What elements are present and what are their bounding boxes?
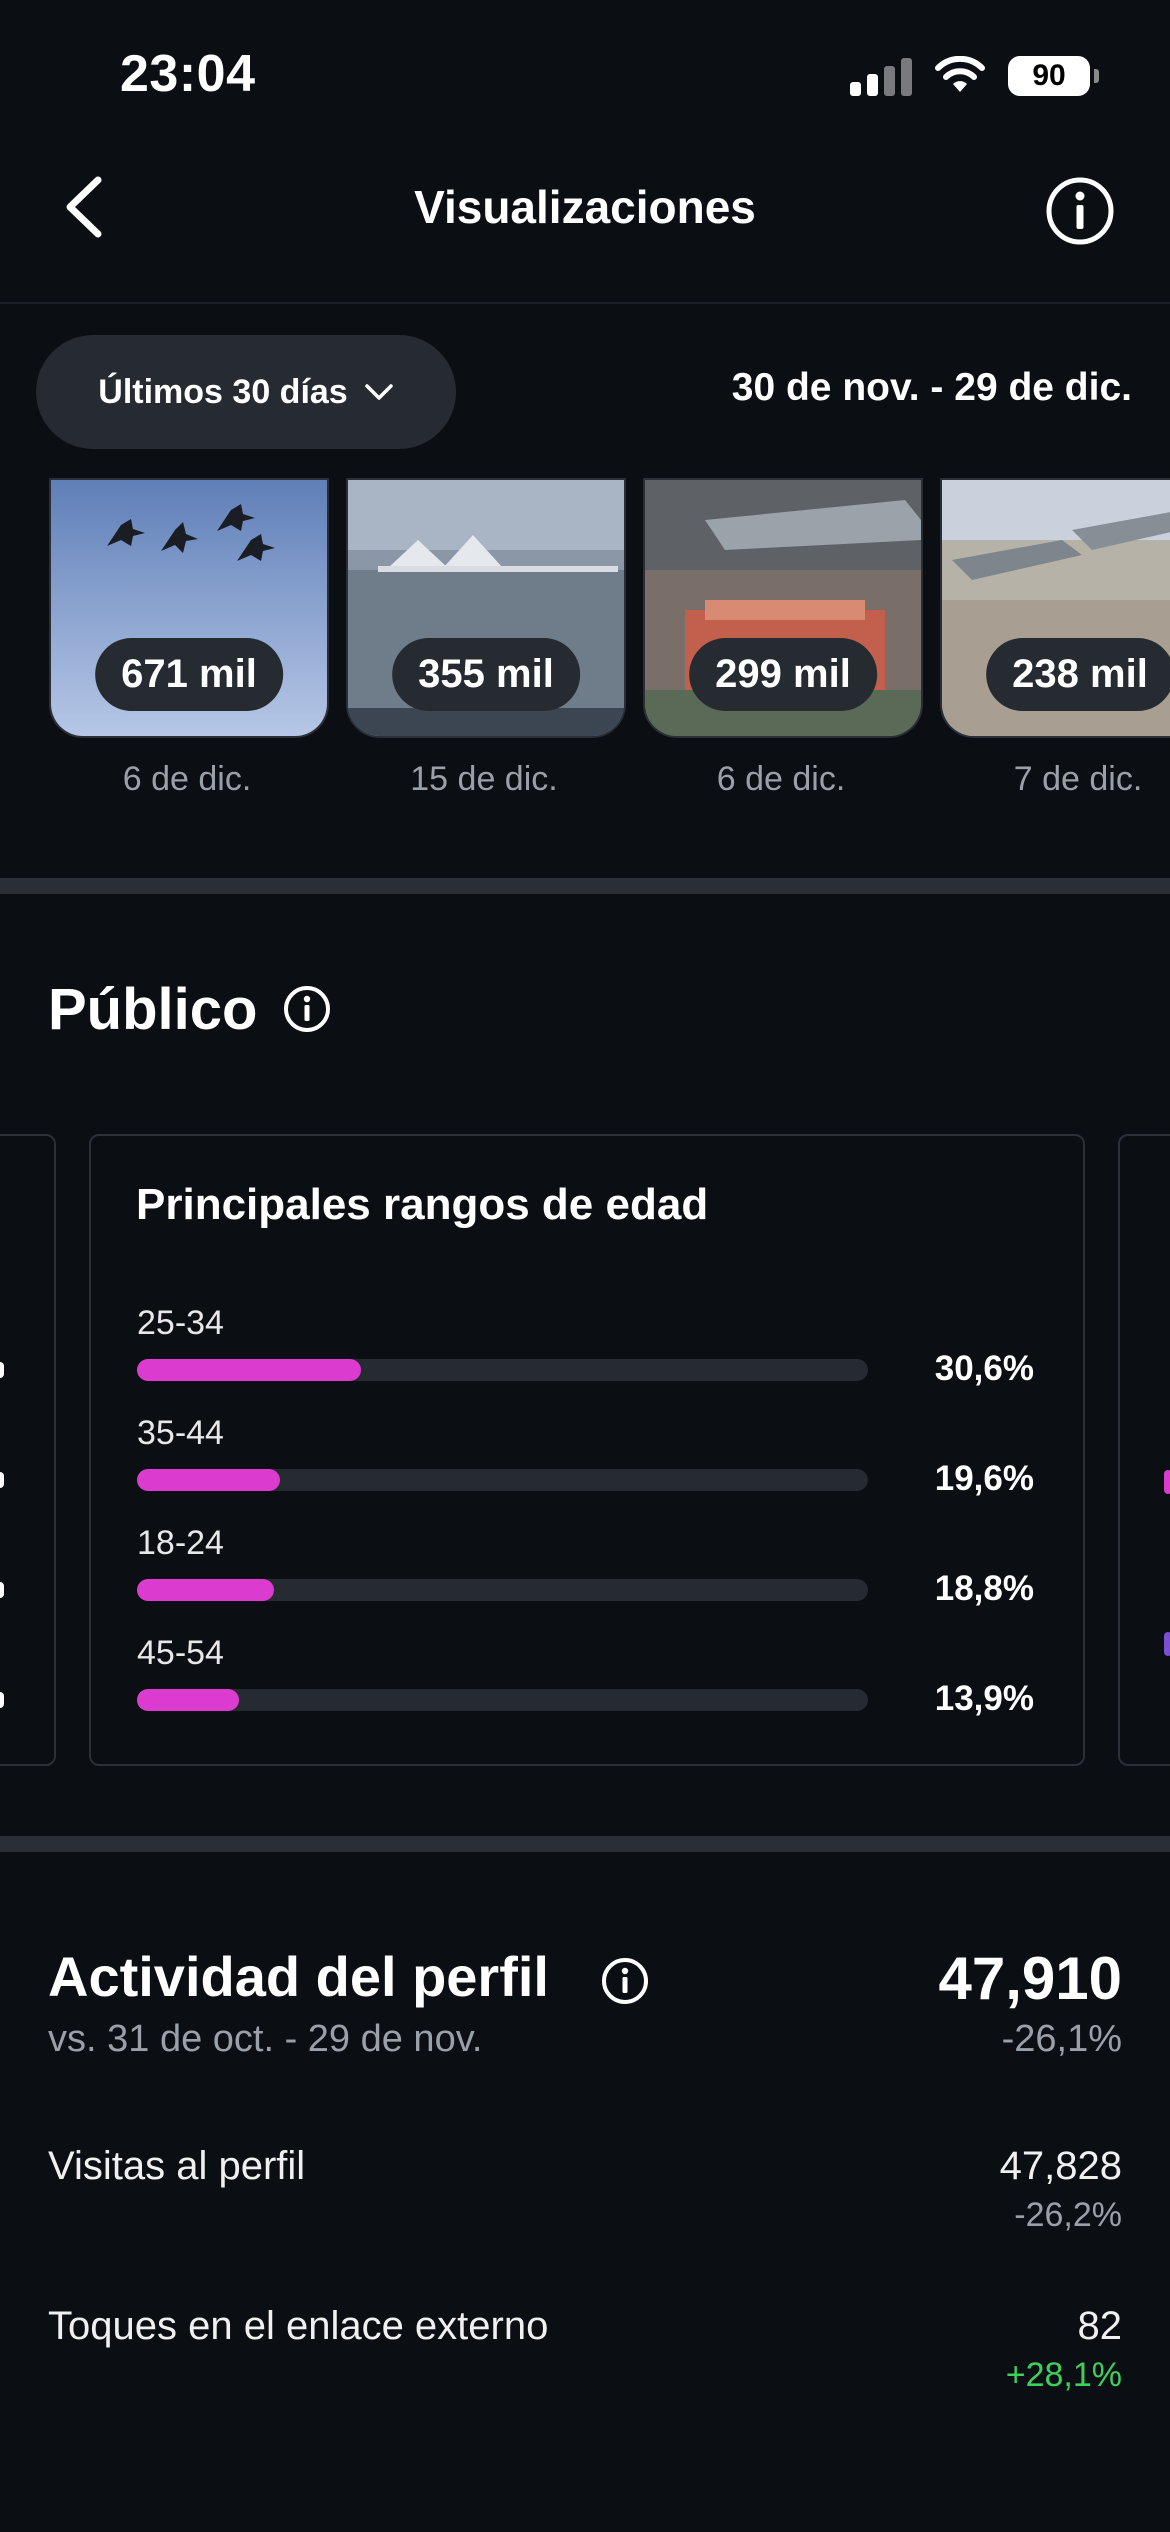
bar-fill [137,1689,239,1711]
activity-total: 47,910 [938,1945,1122,2012]
card-edge-marker [1164,1632,1170,1656]
age-card-title: Principales rangos de edad [136,1180,709,1229]
card-edge-marker [1164,1470,1170,1494]
views-badge: 355 mil [392,638,580,711]
section-divider [0,1836,1170,1852]
content-thumbnail[interactable]: 299 mil [643,478,923,738]
content-thumbnail[interactable]: 671 mil [49,478,329,738]
info-icon[interactable] [1044,175,1116,247]
age-range-bar [137,1359,868,1381]
status-icons: 90 [850,56,1099,96]
card-edge-marker [0,1582,4,1598]
metric-label: Visitas al perfil [48,2144,306,2188]
age-range-label: 18-24 [137,1524,224,1562]
views-badge: 671 mil [95,638,283,711]
header-divider [0,302,1170,304]
top-content-carousel[interactable]: 671 mil 6 de dic. 355 mil 15 de dic. 299… [0,478,1170,808]
age-ranges-card[interactable] [89,1134,1085,1766]
wifi-icon [935,56,985,92]
info-icon[interactable] [282,984,332,1034]
age-range-bar [137,1469,868,1491]
info-icon[interactable] [600,1956,650,2006]
section-divider [0,878,1170,894]
back-chevron-icon[interactable] [58,172,118,242]
activity-total-delta: -26,1% [1001,2018,1122,2060]
page-title: Visualizaciones [414,181,756,233]
content-thumbnail[interactable]: 355 mil [346,478,626,738]
bar-fill [137,1469,281,1491]
date-range: 30 de nov. - 29 de dic. [731,366,1132,409]
content-thumbnail[interactable]: 238 mil [940,478,1170,738]
audience-card-next[interactable] [1118,1134,1170,1766]
age-range-label: 25-34 [137,1304,224,1342]
thumbnail-date: 6 de dic. [122,760,252,798]
metric-delta: -26,2% [1014,2196,1122,2234]
comparison-period: vs. 31 de oct. - 29 de nov. [48,2018,483,2060]
views-badge: 238 mil [986,638,1170,711]
age-range-percent: 19,6% [934,1459,1034,1498]
thumbnail-date: 7 de dic. [1013,760,1143,798]
views-badge: 299 mil [689,638,877,711]
card-edge-marker [0,1362,4,1378]
age-range-label: 35-44 [137,1414,224,1452]
age-range-label: 45-54 [137,1634,224,1672]
audience-card-previous[interactable] [0,1134,56,1766]
battery-indicator: 90 [1008,56,1099,96]
chevron-down-icon [364,384,393,400]
audience-title: Público [48,977,258,1042]
period-dropdown[interactable]: Últimos 30 días [36,335,456,449]
card-edge-marker [0,1472,4,1488]
thumbnail-date: 6 de dic. [716,760,846,798]
card-edge-marker [0,1692,4,1708]
metric-delta: +28,1% [1005,2356,1122,2394]
metric-value: 47,828 [999,2144,1122,2188]
profile-activity-title: Actividad del perfil [48,1945,549,2008]
bar-fill [137,1359,361,1381]
bar-fill [137,1579,275,1601]
status-time: 23:04 [120,45,256,103]
age-range-percent: 30,6% [934,1349,1034,1388]
age-range-bar [137,1579,868,1601]
period-label: Últimos 30 días [98,372,348,411]
cellular-signal-icon [850,56,912,96]
age-range-percent: 18,8% [934,1569,1034,1608]
age-range-bar [137,1689,868,1711]
age-range-percent: 13,9% [934,1679,1034,1718]
thumbnail-date: 15 de dic. [410,760,558,798]
metric-label: Toques en el enlace externo [48,2304,549,2348]
metric-value: 82 [1077,2304,1123,2348]
